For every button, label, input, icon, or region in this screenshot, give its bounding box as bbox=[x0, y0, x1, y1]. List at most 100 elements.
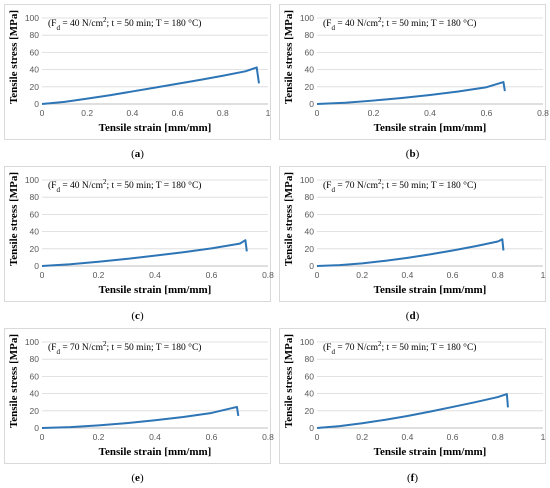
condition-annotation: (Fd = 40 N/cm2; t = 50 min; T = 180 °C) bbox=[323, 16, 476, 32]
x-tick-label: 0 bbox=[40, 108, 45, 118]
x-tick-label: 0.2 bbox=[368, 108, 380, 118]
chart-frame bbox=[279, 166, 546, 302]
y-tick-label: 80 bbox=[30, 354, 40, 364]
y-tick-label: 60 bbox=[30, 371, 40, 381]
y-tick-label: 40 bbox=[305, 227, 315, 237]
y-tick-label: 0 bbox=[34, 99, 39, 109]
y-tick-label: 60 bbox=[305, 209, 315, 219]
panel-caption: (f) bbox=[407, 472, 418, 484]
y-tick-label: 100 bbox=[25, 337, 39, 347]
x-tick-label: 0.4 bbox=[424, 108, 436, 118]
series-line bbox=[41, 405, 240, 429]
x-tick-label: 1 bbox=[541, 432, 546, 442]
series-line bbox=[316, 393, 509, 429]
panel-caption: (a) bbox=[131, 148, 144, 160]
y-tick-label: 40 bbox=[305, 389, 315, 399]
x-tick-label: 0 bbox=[315, 270, 320, 280]
chart-svg: 0 20 40 60 80 100 0 0.2 0.4 0.6 0.8 Tensile strain … bbox=[4, 166, 274, 322]
chart-svg: 0 20 40 60 80 100 0 0.2 0.4 0.6 0.8 1 Tensile strain… bbox=[279, 328, 546, 484]
chart-svg: 0 20 40 60 80 100 0 0.2 0.4 0.6 0.8 Tensile strain … bbox=[4, 328, 274, 484]
condition-annotation: (Fd = 70 N/cm2; t = 50 min; T = 180 °C) bbox=[323, 340, 476, 356]
panel-caption: (e) bbox=[131, 472, 144, 484]
y-axis-title: Tensile stress [MPa] bbox=[8, 334, 20, 428]
x-axis-title: Tensile strain [mm/mm] bbox=[99, 446, 212, 458]
x-tick-label: 0.8 bbox=[492, 432, 504, 442]
y-axis-title: Tensile stress [MPa] bbox=[8, 10, 20, 104]
x-tick-label: 0.4 bbox=[149, 432, 161, 442]
x-tick-label: 0 bbox=[40, 432, 45, 442]
y-tick-label: 0 bbox=[309, 423, 314, 433]
x-tick-label: 0.6 bbox=[206, 270, 218, 280]
x-tick-label: 0.2 bbox=[81, 108, 93, 118]
y-axis-title: Tensile stress [MPa] bbox=[283, 172, 295, 266]
chart-svg: 0 20 40 60 80 100 0 0.2 0.4 0.6 0.8 Tensile strain … bbox=[279, 4, 549, 160]
y-tick-label: 0 bbox=[34, 423, 39, 433]
y-tick-label: 80 bbox=[305, 30, 315, 40]
chart-panel-d: 0 20 40 60 80 100 0 0.2 0.4 0.6 0.8 1 Tensile strain… bbox=[275, 162, 550, 324]
x-axis-title: Tensile strain [mm/mm] bbox=[374, 122, 487, 134]
x-axis-title: Tensile strain [mm/mm] bbox=[99, 284, 212, 296]
x-tick-label: 0.8 bbox=[262, 270, 274, 280]
x-axis-title: Tensile strain [mm/mm] bbox=[374, 446, 487, 458]
x-tick-label: 0.6 bbox=[206, 432, 218, 442]
y-tick-label: 20 bbox=[305, 82, 315, 92]
panel-caption: (c) bbox=[131, 310, 144, 322]
condition-annotation: (Fd = 40 N/cm2; t = 50 min; T = 180 °C) bbox=[48, 178, 201, 194]
y-tick-label: 20 bbox=[305, 244, 315, 254]
chart-svg: 0 20 40 60 80 100 0 0.2 0.4 0.6 0.8 1 Tensile strain… bbox=[4, 4, 271, 160]
y-tick-label: 80 bbox=[305, 192, 315, 202]
y-tick-label: 60 bbox=[305, 47, 315, 57]
y-tick-label: 0 bbox=[34, 261, 39, 271]
y-tick-label: 100 bbox=[25, 175, 39, 185]
y-tick-label: 20 bbox=[30, 82, 40, 92]
series-line bbox=[316, 81, 506, 105]
chart-panel-e: 0 20 40 60 80 100 0 0.2 0.4 0.6 0.8 Tensile strain … bbox=[0, 324, 275, 486]
y-tick-label: 40 bbox=[305, 65, 315, 75]
y-tick-label: 100 bbox=[300, 13, 314, 23]
chart-frame bbox=[4, 4, 271, 140]
y-tick-label: 20 bbox=[30, 244, 40, 254]
chart-panel-a: 0 20 40 60 80 100 0 0.2 0.4 0.6 0.8 1 Tensile strain… bbox=[0, 0, 275, 162]
x-tick-label: 0.8 bbox=[492, 270, 504, 280]
x-tick-label: 0.4 bbox=[126, 108, 138, 118]
x-tick-label: 0.6 bbox=[447, 270, 459, 280]
series-line bbox=[316, 238, 505, 267]
chart-panel-b: 0 20 40 60 80 100 0 0.2 0.4 0.6 0.8 Tensile strain … bbox=[275, 0, 550, 162]
y-axis-title: Tensile stress [MPa] bbox=[8, 172, 20, 266]
y-axis-title: Tensile stress [MPa] bbox=[283, 10, 295, 104]
chart-frame bbox=[279, 4, 546, 140]
series-line bbox=[41, 239, 248, 267]
condition-annotation: (Fd = 70 N/cm2; t = 50 min; T = 180 °C) bbox=[323, 178, 476, 194]
y-tick-label: 60 bbox=[305, 371, 315, 381]
x-tick-label: 0 bbox=[40, 270, 45, 280]
y-tick-label: 80 bbox=[305, 354, 315, 364]
chart-panel-c: 0 20 40 60 80 100 0 0.2 0.4 0.6 0.8 Tensile strain … bbox=[0, 162, 275, 324]
panel-caption: (d) bbox=[406, 310, 420, 322]
x-tick-label: 0.2 bbox=[93, 432, 105, 442]
y-tick-label: 80 bbox=[30, 30, 40, 40]
y-tick-label: 60 bbox=[30, 47, 40, 57]
x-tick-label: 0.2 bbox=[93, 270, 105, 280]
x-axis-title: Tensile strain [mm/mm] bbox=[99, 122, 212, 134]
x-tick-label: 0 bbox=[315, 108, 320, 118]
x-tick-label: 0.6 bbox=[447, 432, 459, 442]
x-tick-label: 0.4 bbox=[401, 270, 413, 280]
y-axis-title: Tensile stress [MPa] bbox=[283, 334, 295, 428]
x-tick-label: 0.8 bbox=[537, 108, 549, 118]
x-tick-label: 0.8 bbox=[217, 108, 229, 118]
x-tick-label: 0.4 bbox=[149, 270, 161, 280]
condition-annotation: (Fd = 40 N/cm2; t = 50 min; T = 180 °C) bbox=[48, 16, 201, 32]
x-tick-label: 0.6 bbox=[481, 108, 493, 118]
chart-frame bbox=[4, 166, 271, 302]
y-tick-label: 100 bbox=[25, 13, 39, 23]
y-tick-label: 80 bbox=[30, 192, 40, 202]
x-tick-label: 0 bbox=[315, 432, 320, 442]
series-line bbox=[41, 66, 260, 105]
y-tick-label: 40 bbox=[30, 227, 40, 237]
chart-frame bbox=[4, 328, 271, 464]
x-tick-label: 0.8 bbox=[262, 432, 274, 442]
x-tick-label: 0.2 bbox=[356, 270, 368, 280]
x-tick-label: 0.4 bbox=[401, 432, 413, 442]
x-axis-title: Tensile strain [mm/mm] bbox=[374, 284, 487, 296]
chart-frame bbox=[279, 328, 546, 464]
